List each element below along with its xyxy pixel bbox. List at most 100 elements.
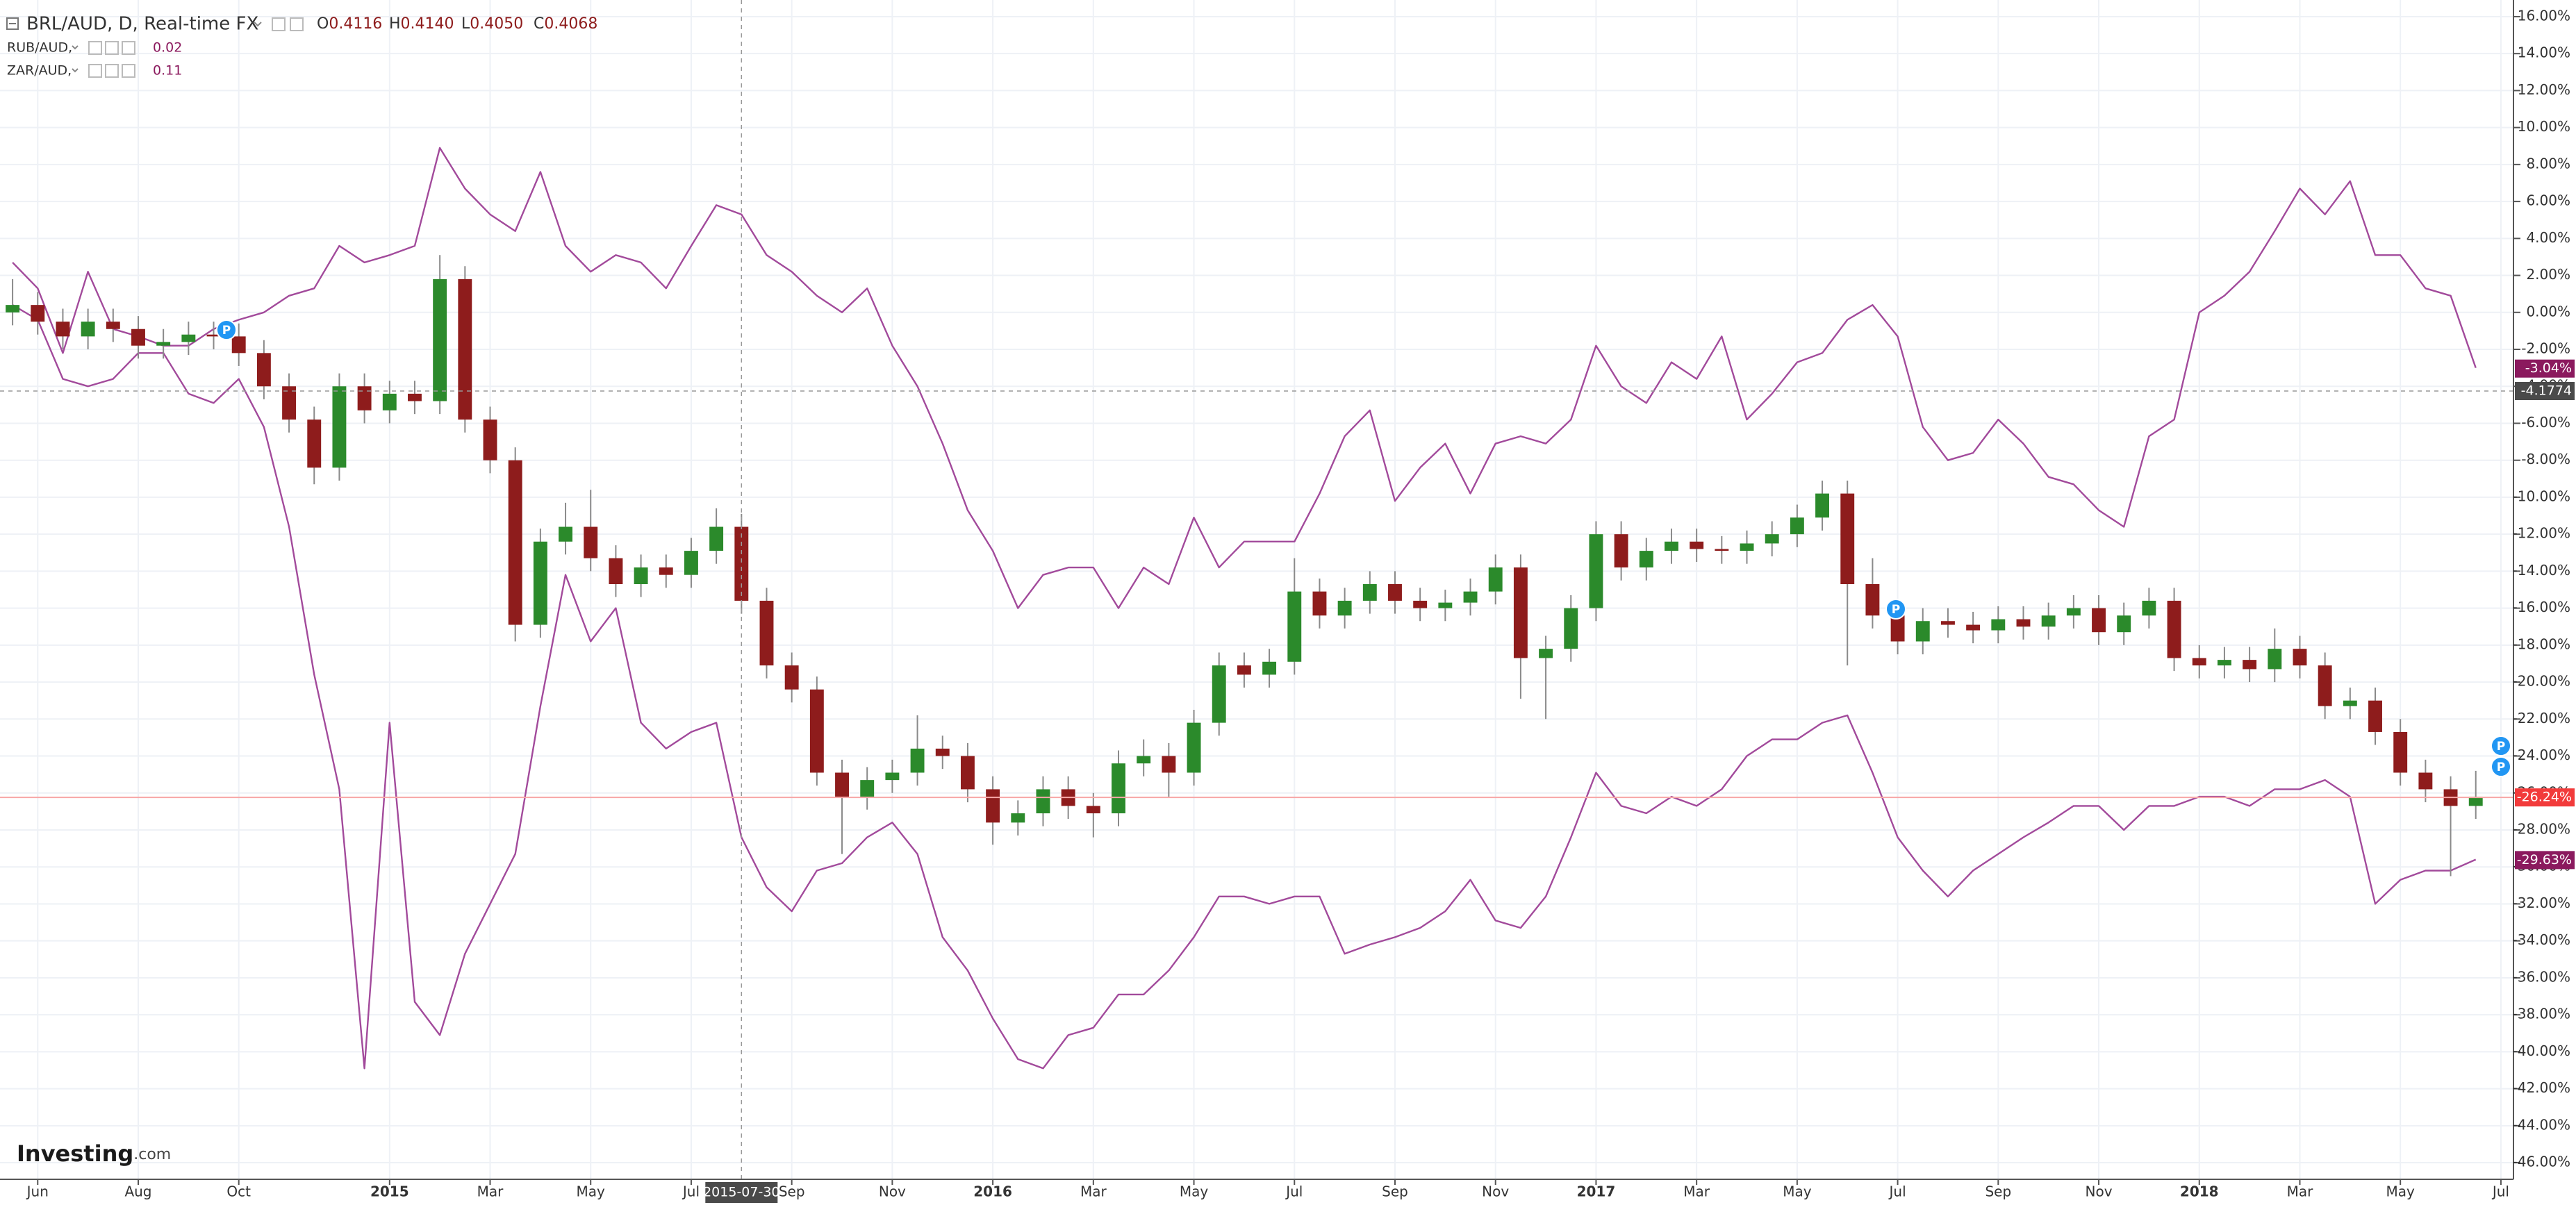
y-tick-label: -38.00%	[2513, 1006, 2570, 1022]
candle-body	[2293, 649, 2307, 666]
candle-body	[307, 419, 322, 468]
ohlc-item: C0.4068	[534, 15, 597, 33]
y-tick-label: -40.00%	[2513, 1042, 2570, 1059]
candle-body	[634, 567, 648, 585]
candle-body	[533, 541, 547, 625]
collapse-icon[interactable]	[6, 17, 19, 30]
y-tick-label: -20.00%	[2513, 673, 2570, 690]
brand: Investing	[17, 1140, 133, 1167]
x-tick-label: Nov	[879, 1183, 906, 1200]
candle-body	[81, 322, 95, 337]
legend-label: RUB/AUD,	[7, 40, 72, 56]
event-marker[interactable]	[1885, 599, 1906, 620]
candle-body	[1287, 591, 1302, 662]
legend-icon[interactable]	[88, 64, 102, 78]
ohlc-item: L0.4050	[461, 15, 523, 33]
candle-body	[1890, 615, 1905, 642]
plot	[6, 147, 2483, 1070]
candle-body	[332, 386, 347, 468]
ohlc-prefix: H	[389, 15, 401, 33]
price-tag	[2515, 788, 2575, 807]
candle-body	[609, 558, 623, 585]
legend-caret[interactable]	[72, 68, 79, 73]
y-tick-label: -22.00%	[2513, 710, 2570, 726]
series-line	[12, 147, 2477, 609]
x-tick-label: Jul	[682, 1183, 700, 1200]
candle-body	[2243, 660, 2257, 670]
event-marker[interactable]	[2491, 736, 2511, 756]
candle-body	[1463, 591, 1478, 603]
candle-body	[835, 772, 849, 797]
y-tick-label: 2.00%	[2526, 266, 2570, 283]
candle-body	[1112, 763, 1125, 814]
candle-body	[2192, 658, 2206, 666]
legend-icon[interactable]	[122, 41, 135, 55]
candle-body	[2343, 700, 2357, 706]
event-marker[interactable]	[2491, 756, 2511, 777]
candle-body	[960, 756, 975, 790]
candle-body	[2092, 608, 2106, 633]
x-tick-label: Nov	[2086, 1183, 2113, 1200]
ohlc-prefix: C	[534, 15, 544, 33]
y-tick-label: -6.00%	[2521, 414, 2570, 431]
ohlc-value: 0.4068	[544, 15, 597, 33]
y-tick-label: -2.00%	[2521, 340, 2570, 357]
candle-body	[156, 342, 171, 346]
legend-icon[interactable]	[105, 64, 119, 78]
legend-caret[interactable]	[72, 45, 79, 50]
candle-body	[458, 279, 472, 420]
candle-body	[986, 789, 1000, 823]
candle-body	[584, 526, 598, 558]
price-tag-label: -26.24%	[2517, 790, 2572, 805]
hide-icon[interactable]	[290, 17, 304, 31]
crosshair-y-tag	[2515, 382, 2575, 400]
price-tag-label: -3.04%	[2525, 360, 2572, 376]
candle-body	[382, 393, 397, 410]
x-tick-label: May	[1783, 1183, 1812, 1200]
settings-icon[interactable]	[272, 17, 286, 31]
y-tick-label: -28.00%	[2513, 820, 2570, 837]
x-tick-label: May	[2386, 1183, 2416, 1200]
x-tick-label: Nov	[1482, 1183, 1509, 1200]
ohlc-item: O0.4116	[317, 15, 382, 33]
candle-body	[181, 334, 196, 342]
x-tick-label: Aug	[124, 1183, 151, 1200]
candle-body	[1011, 813, 1025, 823]
candle-body	[1815, 493, 1829, 518]
candle-body	[1337, 600, 1352, 616]
candle-body	[2468, 797, 2483, 806]
event-marker-label: P	[2497, 761, 2505, 774]
candle-body	[2418, 772, 2433, 790]
legend-icon[interactable]	[88, 41, 102, 55]
candle-body	[2217, 660, 2231, 666]
x-tick-label: May	[1180, 1183, 1209, 1200]
ohlc-value: 0.4050	[470, 15, 523, 33]
event-marker[interactable]	[216, 319, 237, 340]
candle-body	[1312, 591, 1327, 616]
x-tick-label: 2017	[1577, 1183, 1616, 1200]
dropdown-caret[interactable]	[254, 22, 262, 27]
candle-body	[2393, 731, 2408, 773]
y-tick-label: -42.00%	[2513, 1079, 2570, 1096]
candle-body	[2268, 649, 2282, 670]
ohlc-value: 0.4116	[329, 15, 382, 33]
legend-icon[interactable]	[105, 41, 119, 55]
candle-body	[1539, 649, 1553, 658]
legend-icon[interactable]	[122, 64, 135, 78]
ohlc-item: H0.4140	[389, 15, 454, 33]
crosshair-x-tag	[705, 1182, 778, 1203]
candle-body	[1388, 584, 1402, 601]
candle-body	[1991, 619, 2006, 631]
candle-body	[1740, 543, 1754, 551]
crosshair-x-label: 2015-07-30	[703, 1185, 779, 1200]
event-marker-label: P	[222, 324, 231, 338]
y-tick-label: 0.00%	[2526, 303, 2570, 319]
candle-body	[1690, 541, 1704, 549]
series-line	[12, 304, 2477, 1070]
candle-body	[2016, 619, 2031, 627]
candle-body	[1187, 722, 1201, 773]
candle-body	[1212, 665, 1226, 723]
candle-body	[483, 419, 497, 460]
